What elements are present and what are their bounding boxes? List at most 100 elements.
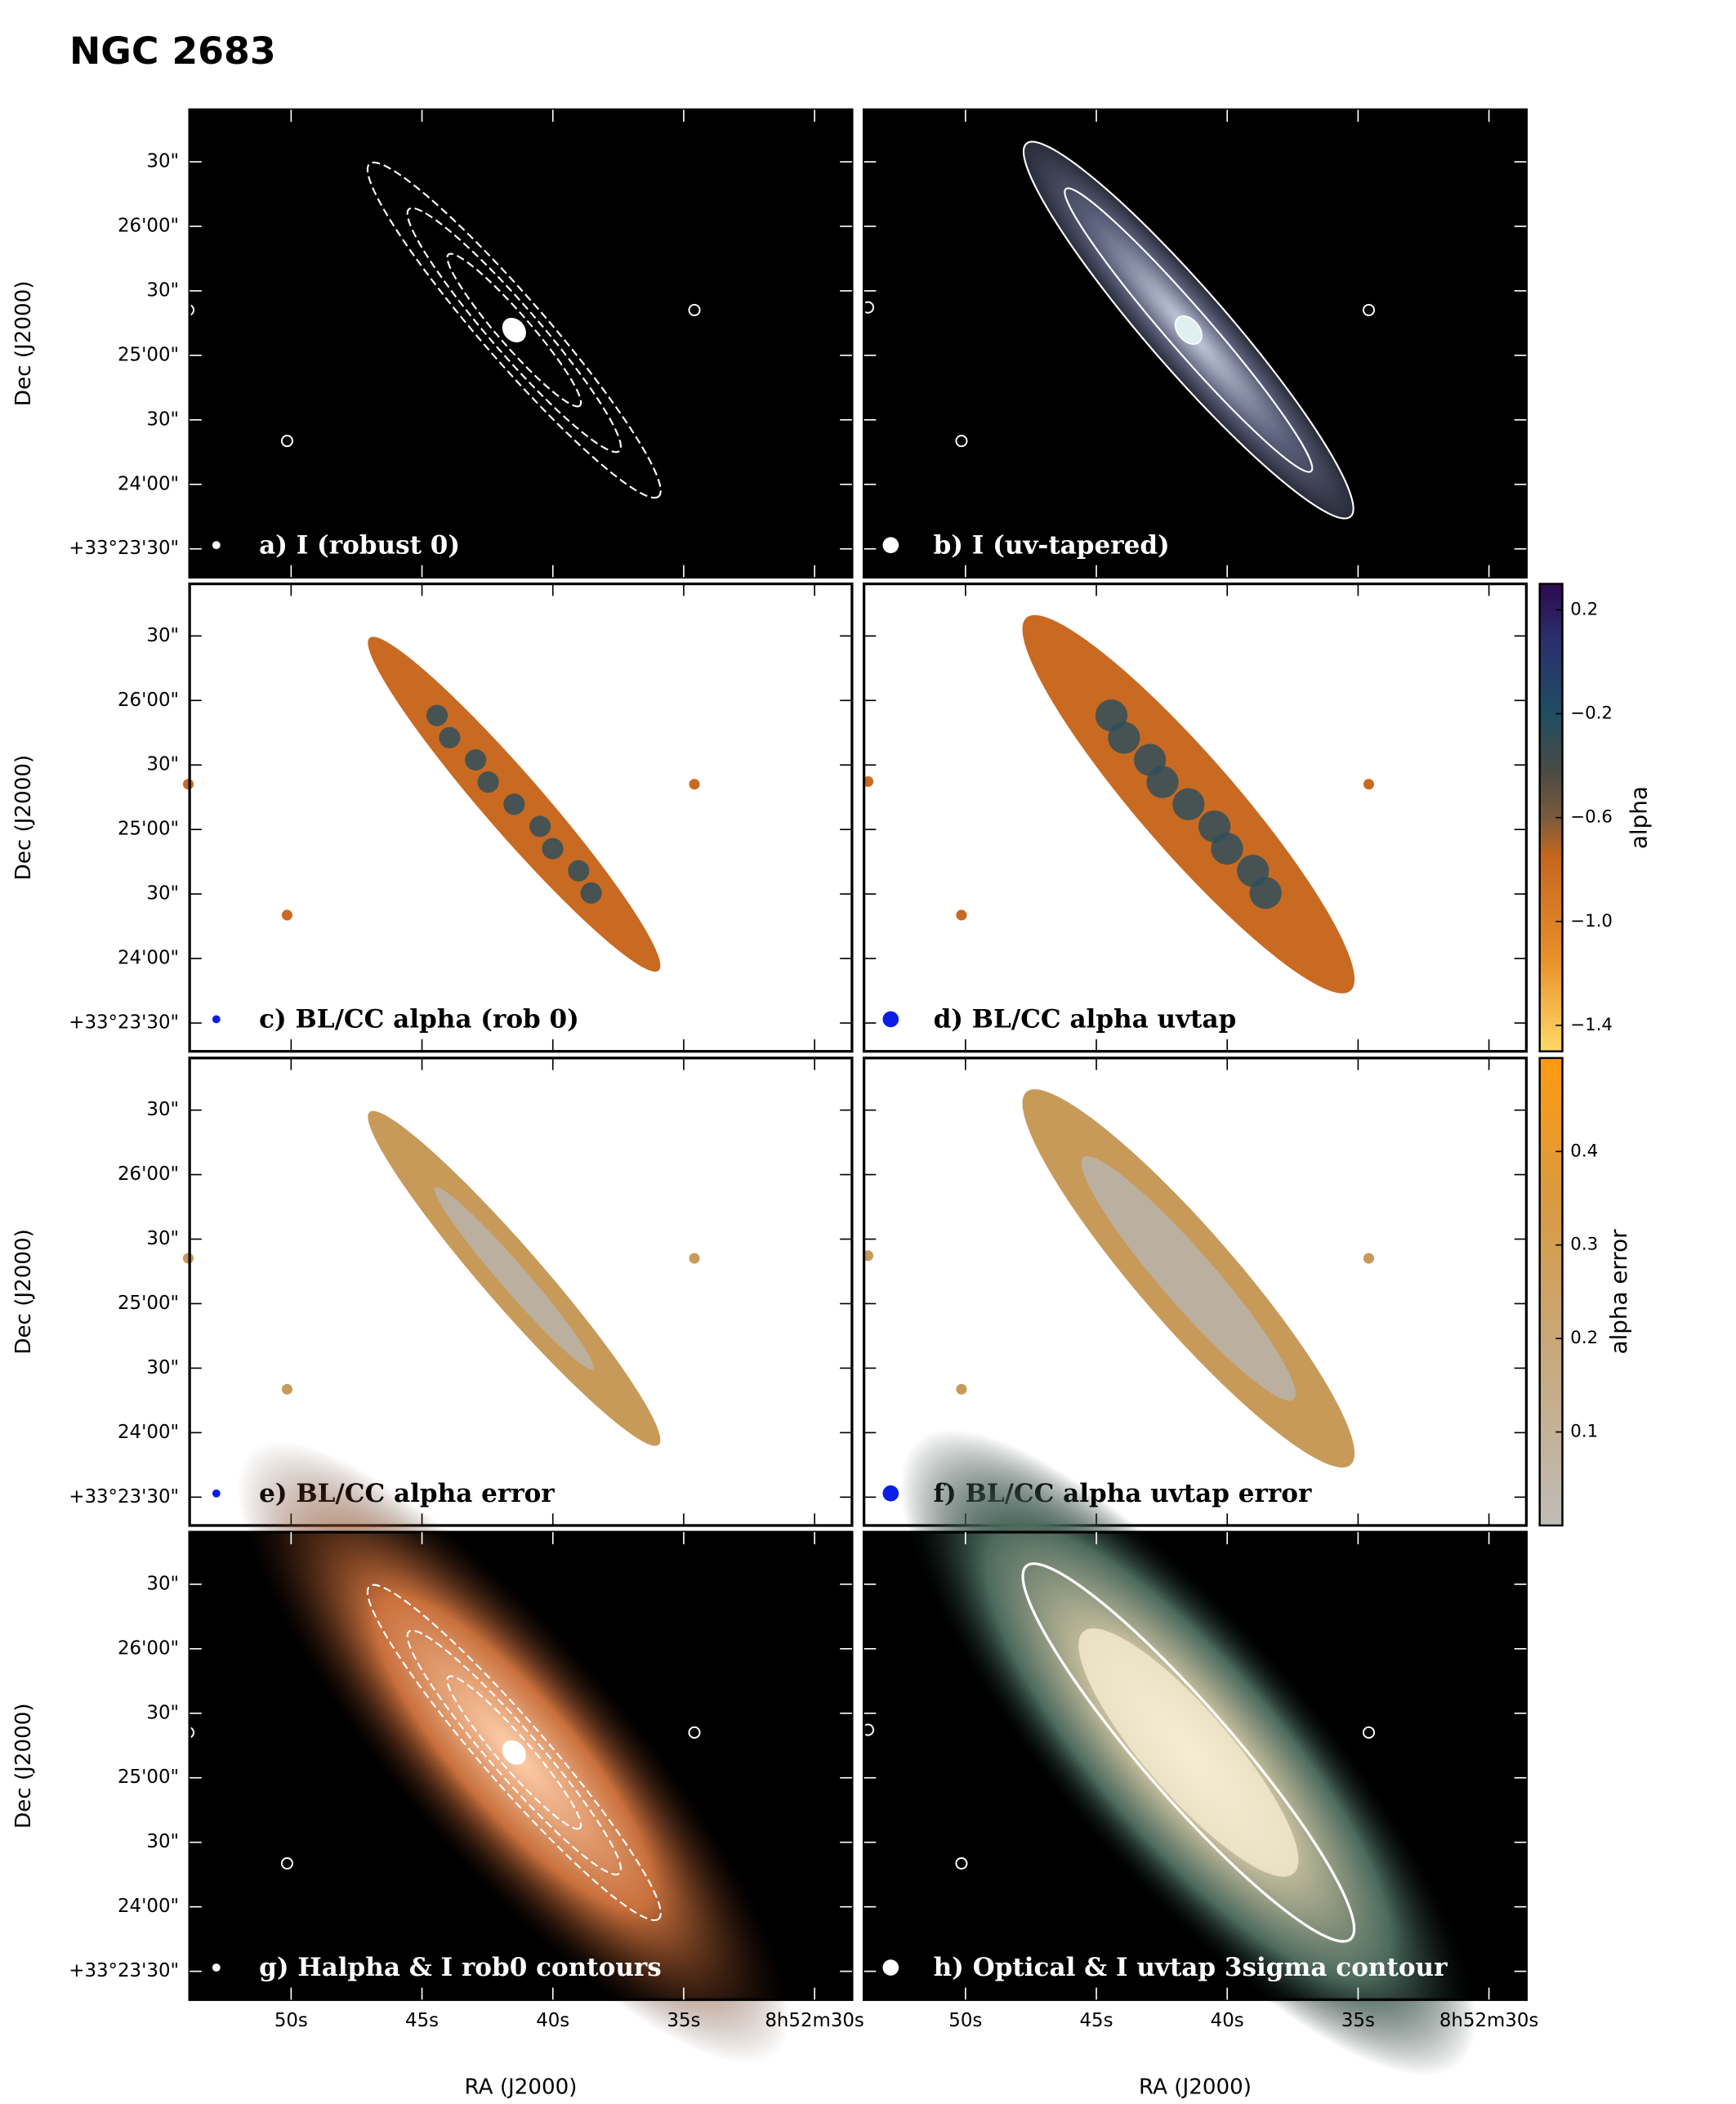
- panel-frame: [188, 108, 854, 579]
- contour: [446, 252, 582, 408]
- beam: [882, 537, 899, 553]
- colorbar: 0.1 0.2 0.3 0.4 alpha error: [1538, 1056, 1632, 1527]
- x-tick-label: 40s: [1211, 2010, 1244, 2031]
- contour: [1021, 1562, 1356, 1943]
- colorbar-tick-label: −1.0: [1570, 911, 1613, 931]
- beam: [882, 1959, 899, 1976]
- alpha-blob: [1172, 788, 1205, 820]
- contour-core: [502, 1740, 526, 1765]
- x-tick-label: 45s: [405, 2010, 439, 2031]
- y-tick-label: 24'00": [118, 948, 179, 969]
- error-core: [435, 1187, 594, 1370]
- panel-image: [862, 1089, 1375, 1468]
- panel-frame: [188, 1530, 854, 2001]
- panel-image: [862, 614, 1375, 994]
- point-source: [956, 909, 967, 921]
- y-tick-label: 30": [146, 1573, 179, 1594]
- colorbar-gradient: [1538, 1056, 1564, 1527]
- colorbar-tick-label: 0.1: [1570, 1422, 1598, 1442]
- panel-label: b) I (uv-tapered): [934, 530, 1170, 560]
- y-tick-label: 30": [146, 1228, 179, 1249]
- y-axis-label: Dec (J2000): [11, 281, 36, 407]
- point-source: [956, 1383, 967, 1395]
- contour: [446, 1675, 582, 1830]
- panel: f) BL/CC alpha uvtap error: [862, 1056, 1528, 1527]
- point-source: [955, 1857, 968, 1870]
- alpha-blob: [1249, 877, 1282, 909]
- y-tick-label: 30": [146, 625, 179, 646]
- x-tick-label: 35s: [667, 2010, 700, 2031]
- x-tick-label: 35s: [1341, 2010, 1375, 2031]
- point-source: [280, 435, 293, 448]
- panel-frame: [862, 582, 1528, 1053]
- panel-frame: [862, 1530, 1528, 2001]
- colorbar-tick-label: 0.3: [1570, 1235, 1598, 1255]
- y-tick-label: 25'00": [118, 819, 179, 840]
- alpha-blob: [477, 771, 499, 793]
- y-axis-label: Dec (J2000): [11, 1703, 36, 1829]
- x-tick-label: 8h52m30s: [1439, 2010, 1538, 2031]
- x-tick-label: 40s: [536, 2010, 569, 2031]
- colorbar-label: alpha error: [1605, 1229, 1632, 1355]
- beam: [212, 1489, 221, 1498]
- y-tick-label: 30": [146, 883, 179, 905]
- x-tick-label: 50s: [948, 2010, 982, 2031]
- y-tick-label: 30": [146, 1702, 179, 1723]
- y-tick-label: 25'00": [118, 1767, 179, 1788]
- x-tick-label: 8h52m30s: [765, 2010, 864, 2031]
- panel-label: a) I (robust 0): [259, 530, 460, 560]
- point-source: [688, 1726, 701, 1739]
- panel-background: [190, 109, 852, 578]
- colorbar-tick-label: −0.2: [1570, 703, 1613, 723]
- colorbar-tick-label: 0.2: [1570, 1328, 1598, 1348]
- panel-frame: [188, 1056, 854, 1527]
- contour: [1174, 315, 1203, 345]
- beam: [212, 541, 221, 550]
- error-core: [1081, 1155, 1296, 1401]
- y-tick-label: +33°23'30": [69, 1960, 179, 1981]
- alpha-blob: [426, 704, 449, 726]
- panel-frame: [188, 582, 854, 1053]
- point-source: [1362, 1726, 1375, 1739]
- point-source: [1363, 1253, 1375, 1264]
- y-tick-label: +33°23'30": [69, 538, 179, 559]
- alpha-blob: [542, 838, 564, 860]
- point-source: [689, 779, 700, 790]
- y-tick-label: 26'00": [118, 1637, 179, 1659]
- y-axis-label: Dec (J2000): [11, 755, 36, 881]
- x-tick-label: 45s: [1080, 2010, 1113, 2031]
- y-tick-label: 30": [146, 1099, 179, 1120]
- y-tick-label: 30": [146, 151, 179, 172]
- x-axis-label: RA (J2000): [1139, 2075, 1252, 2100]
- panel-frame: [862, 1056, 1528, 1527]
- y-tick-label: 25'00": [118, 344, 179, 365]
- colorbar: 0.2 −0.2 −0.6 −1.0 −1.4 alpha: [1538, 583, 1652, 1052]
- panel: 30" 26'00" 30" 25'00" 30" 24'00" +33°23'30" 50s…: [11, 1441, 864, 2100]
- panel-label: d) BL/CC alpha uvtap: [934, 1005, 1237, 1034]
- colorbar-tick-label: 0.4: [1570, 1141, 1598, 1161]
- optical-core: [1078, 1628, 1299, 1877]
- y-tick-label: 26'00": [118, 1164, 179, 1185]
- alpha-blob: [580, 882, 602, 904]
- beam: [212, 1015, 221, 1024]
- panel-image: [182, 637, 700, 972]
- beam: [882, 1011, 899, 1028]
- y-tick-label: 30": [146, 279, 179, 301]
- panel: 30"26'00"30"25'00"30"24'00"+33°23'30" e) …: [11, 1056, 854, 1527]
- y-axis-label: Dec (J2000): [11, 1229, 36, 1355]
- point-source: [281, 1383, 292, 1395]
- panel-frame: [862, 108, 1528, 579]
- panel-label: c) BL/CC alpha (rob 0): [259, 1005, 579, 1034]
- y-tick-label: 30": [146, 409, 179, 430]
- y-tick-label: +33°23'30": [69, 1012, 179, 1034]
- y-tick-label: 24'00": [118, 473, 179, 494]
- panel-label: g) Halpha & I rob0 contours: [259, 1953, 662, 1982]
- y-tick-label: 25'00": [118, 1293, 179, 1314]
- alpha-blob: [1146, 766, 1179, 798]
- alpha-blob: [465, 748, 487, 771]
- point-source: [1363, 779, 1375, 790]
- y-tick-label: 30": [146, 1831, 179, 1852]
- y-tick-label: 24'00": [118, 1896, 179, 1917]
- point-source: [281, 909, 292, 921]
